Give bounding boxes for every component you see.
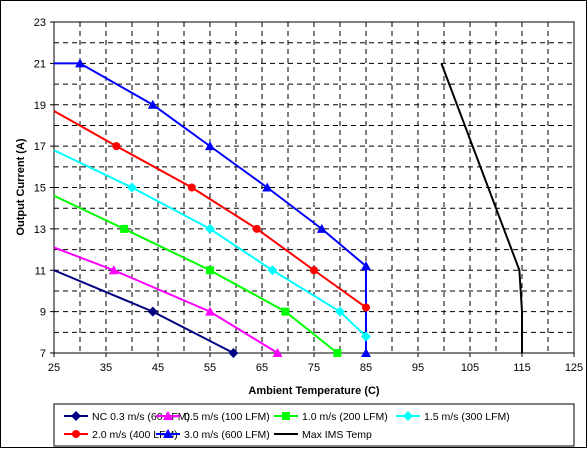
data-point [112,142,121,151]
data-point [205,223,215,234]
data-point [362,303,370,312]
data-point [228,348,239,358]
data-point [147,99,158,109]
legend-swatch-marker [71,411,81,421]
data-point [127,182,137,193]
data-point [108,265,119,275]
y-tick-label: 21 [34,58,46,70]
legend-swatch-marker [163,429,173,438]
legend-label: 2.0 m/s (400 LFM) [92,429,178,441]
y-tick-label: 9 [40,307,46,319]
data-point [310,266,318,275]
data-point [205,141,215,151]
legend-label: 0.5 m/s (100 LFM) [184,411,270,423]
data-point [272,348,283,357]
x-tick-label: 125 [565,362,583,374]
x-axis-ticks: 25 35 45 55 65 75 85 95 105 115 125 [48,353,583,374]
y-tick-label: 7 [40,348,46,360]
data-point [205,306,215,316]
series-line [54,62,367,353]
data-point [147,306,158,317]
x-tick-label: 115 [513,362,531,374]
data-point [335,306,345,317]
data-point [281,307,290,316]
series-line [53,110,367,309]
data-point [361,331,371,342]
legend-label: 3.0 m/s (600 LFM) [184,429,270,441]
x-tick-label: 85 [360,362,372,374]
data-point [316,223,327,233]
data-point [361,261,371,271]
y-tick-label: 13 [34,224,46,236]
legend: NC 0.3 m/s (60 LFM)0.5 m/s (100 LFM) 1.0 … [64,411,510,441]
x-tick-label: 35 [100,362,112,374]
x-tick-label: 105 [461,362,479,374]
legend-label: 1.5 m/s (300 LFM) [424,411,510,423]
x-tick-label: 75 [308,362,320,374]
data-point [361,348,371,357]
y-tick-label: 19 [34,100,46,112]
x-tick-label: 65 [256,362,268,374]
y-axis-ticks: 7 9 11 13 15 17 19 21 23 [34,17,54,360]
data-point [206,266,214,275]
y-tick-label: 17 [34,141,46,153]
series-line [440,63,523,353]
x-tick-label: 55 [204,362,216,374]
series-line [53,246,279,354]
data-point [267,265,278,276]
y-tick-label: 11 [35,265,46,277]
x-tick-label: 95 [412,362,424,374]
legend-box [53,403,575,447]
x-tick-label: 25 [48,362,60,374]
data-point [187,183,196,192]
data-point [75,58,85,68]
x-tick-label: 45 [152,362,164,374]
legend-swatch-marker [163,411,173,420]
legend-swatch-marker [403,411,413,421]
data-point [333,349,342,357]
legend-swatch-marker [282,412,290,420]
legend-swatch-marker [72,430,80,438]
data-point [252,224,261,233]
series-line [53,149,367,338]
series-markers [75,58,371,358]
y-axis-title: Output Current (A) [15,138,27,235]
y-tick-label: 23 [34,17,46,29]
data-point [262,182,273,192]
y-tick-label: 15 [34,183,46,195]
legend-label: Max IMS Temp [302,429,372,441]
legend-label: 1.0 m/s (200 LFM) [302,411,388,423]
data-point [120,224,129,233]
x-axis-title: Ambient Temperature (C) [248,385,380,397]
